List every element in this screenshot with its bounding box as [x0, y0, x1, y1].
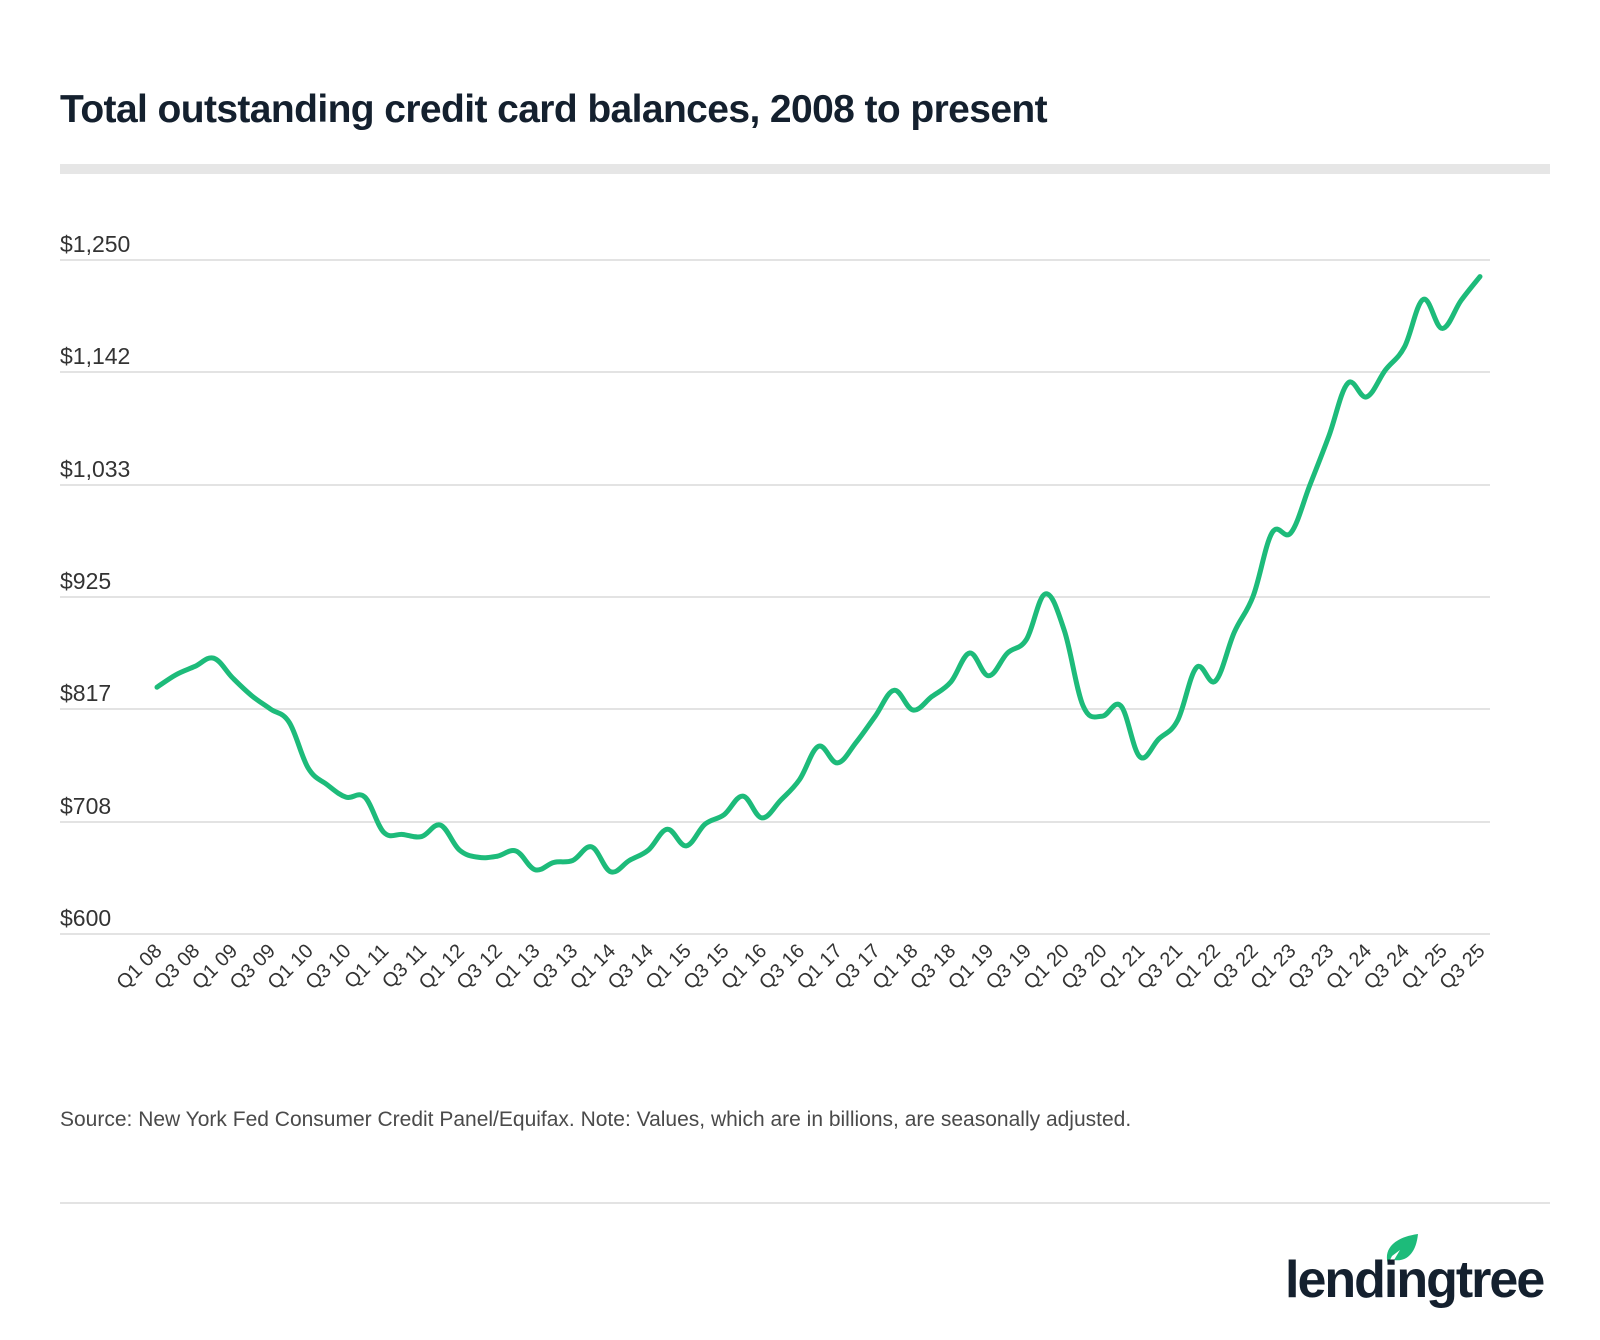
leaf-icon [1386, 1234, 1418, 1264]
y-tick-label: $1,250 [60, 231, 130, 257]
gridlines [60, 259, 1490, 935]
y-axis-labels: $600 $708 $817 $925 $1,033 $1,142 $1,250 [60, 231, 130, 931]
y-tick-label: $600 [60, 905, 111, 931]
y-tick-label: $1,033 [60, 456, 130, 482]
data-points [155, 274, 1483, 874]
line-chart: $600 $708 $817 $925 $1,033 $1,142 $1,250 Q1 08… [60, 231, 1490, 994]
lendingtree-logo: lendingtree [1285, 1232, 1550, 1312]
y-tick-label: $708 [60, 793, 111, 819]
chart-title: Total outstanding credit card balances, … [60, 88, 1048, 131]
y-tick-label: $817 [60, 680, 111, 706]
source-note: Source: New York Fed Consumer Credit Pan… [60, 1108, 1132, 1131]
footer-divider [60, 1202, 1550, 1204]
y-tick-label: $925 [60, 568, 111, 594]
series-line-credit-card-balances [154, 274, 1483, 875]
title-divider [60, 164, 1550, 174]
brand-name: lendingtree [1285, 1251, 1545, 1309]
y-tick-label: $1,142 [60, 343, 130, 369]
